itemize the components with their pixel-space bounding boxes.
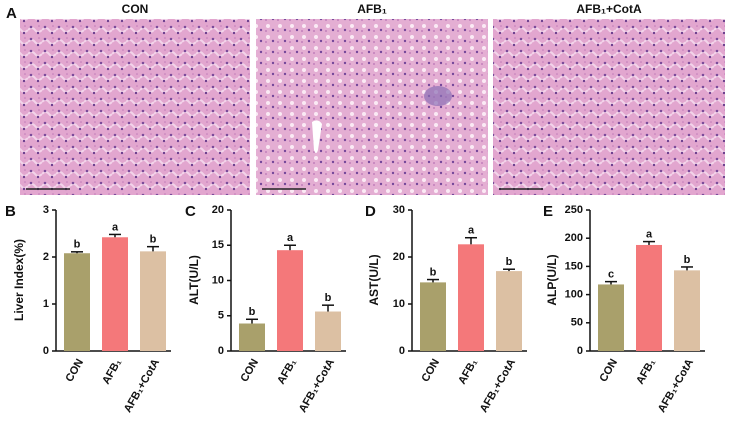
- y-tick-label: 1: [43, 298, 49, 310]
- bar: [420, 282, 446, 351]
- y-tick-label: 10: [212, 274, 224, 286]
- bar: [277, 250, 303, 351]
- histology-afb1: [256, 19, 488, 195]
- histology-con: [20, 19, 250, 195]
- significance-letter: a: [112, 221, 119, 233]
- y-tick-label: 50: [571, 317, 583, 329]
- significance-letter: b: [506, 256, 513, 268]
- y-tick-label: 200: [565, 232, 583, 244]
- x-tick-label: CON: [63, 357, 86, 384]
- image-title: AFB₁+CotA: [576, 2, 642, 16]
- x-tick-label: CON: [238, 357, 261, 384]
- bar: [64, 253, 90, 351]
- significance-letter: c: [608, 269, 614, 281]
- bar: [598, 284, 624, 351]
- y-axis-label: Liver Index(%): [12, 239, 26, 321]
- x-tick-label: AFB₁+CotA: [297, 357, 337, 415]
- x-tick-label: AFB₁+CotA: [656, 357, 696, 415]
- y-tick-label: 2: [43, 251, 49, 263]
- bar: [315, 311, 341, 351]
- panel-label: C: [185, 203, 196, 220]
- y-tick-label: 20: [393, 251, 405, 263]
- bar: [636, 244, 662, 351]
- panel-label: A: [6, 5, 17, 22]
- y-tick-label: 0: [43, 345, 49, 357]
- y-tick-label: 0: [577, 345, 583, 357]
- x-tick-label: AFB₁: [100, 357, 124, 387]
- significance-letter: a: [468, 225, 475, 237]
- bar: [496, 271, 522, 351]
- panel-label: B: [5, 203, 16, 220]
- y-tick-label: 0: [399, 345, 405, 357]
- x-tick-label: AFB₁: [456, 357, 480, 387]
- bar: [674, 270, 700, 351]
- image-title: AFB₁: [357, 2, 387, 16]
- y-axis-label: AST(U/L): [367, 254, 381, 305]
- x-tick-label: AFB₁: [275, 357, 299, 387]
- significance-letter: b: [684, 254, 691, 266]
- y-axis-label: ALT(U/L): [187, 255, 201, 305]
- panel-label: D: [365, 203, 376, 220]
- y-tick-label: 30: [393, 204, 405, 216]
- panel-label: E: [543, 203, 553, 220]
- y-tick-label: 5: [218, 310, 224, 322]
- significance-letter: b: [325, 292, 332, 304]
- significance-letter: b: [74, 239, 81, 251]
- significance-letter: b: [249, 306, 256, 318]
- significance-letter: b: [430, 266, 437, 278]
- bar: [102, 237, 128, 351]
- x-tick-label: AFB₁+CotA: [478, 357, 518, 415]
- bar: [140, 251, 166, 351]
- significance-letter: b: [150, 234, 157, 246]
- y-tick-label: 0: [218, 345, 224, 357]
- y-tick-label: 15: [212, 239, 224, 251]
- y-tick-label: 20: [212, 204, 224, 216]
- x-tick-label: AFB₁+CotA: [122, 357, 162, 415]
- y-tick-label: 250: [565, 204, 583, 216]
- y-tick-label: 3: [43, 204, 49, 216]
- y-tick-label: 150: [565, 260, 583, 272]
- histology-afb1-cota: [493, 19, 725, 195]
- y-axis-label: ALP(U/L): [545, 254, 559, 305]
- x-tick-label: AFB₁: [634, 357, 658, 387]
- significance-letter: a: [287, 232, 294, 244]
- x-tick-label: CON: [419, 357, 442, 384]
- x-tick-label: CON: [597, 357, 620, 384]
- bar: [239, 323, 265, 351]
- bar: [458, 244, 484, 351]
- image-title: CON: [122, 2, 149, 16]
- y-tick-label: 100: [565, 289, 583, 301]
- significance-letter: a: [646, 228, 653, 240]
- y-tick-label: 10: [393, 298, 405, 310]
